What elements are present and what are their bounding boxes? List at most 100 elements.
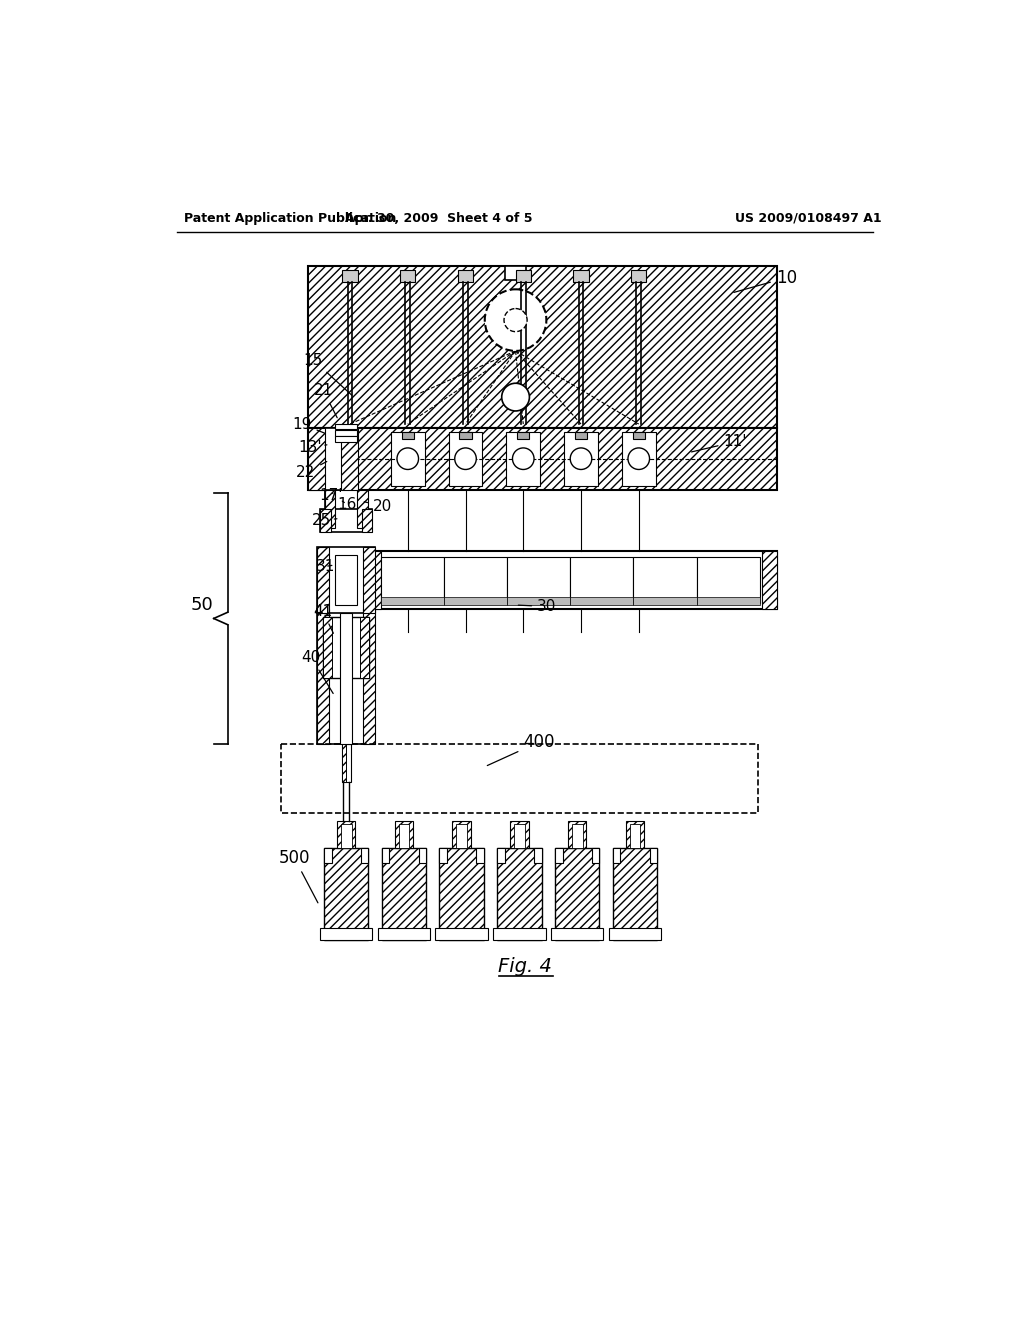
Bar [319,508,331,532]
Bar [307,428,357,490]
Bar [696,597,760,605]
Bar [336,424,357,429]
Bar [435,928,487,940]
Bar [608,928,662,940]
Bar [382,847,426,940]
Text: 30: 30 [518,599,556,614]
Bar [506,432,541,486]
Bar [316,548,330,612]
Bar [570,597,634,605]
Text: 25: 25 [312,512,337,528]
Text: 19: 19 [292,417,325,433]
Bar [453,821,471,847]
Bar [573,271,589,281]
Bar [325,490,368,528]
Bar [340,612,352,743]
Bar [476,847,484,863]
Bar [626,821,644,847]
Bar [319,928,373,940]
Bar [515,271,531,281]
Bar [571,825,583,847]
Bar [444,597,507,605]
Bar [342,743,351,781]
Bar [366,552,381,609]
Bar [337,821,355,847]
Bar [497,847,542,940]
Bar [316,609,376,743]
Circle shape [484,289,547,351]
Bar [381,597,444,605]
Bar [612,847,657,940]
Bar [341,428,357,490]
Bar [535,847,542,863]
Text: 40: 40 [301,649,333,693]
Bar [564,432,598,486]
Bar [696,557,760,603]
Bar [444,557,507,603]
Text: 20: 20 [365,499,392,513]
Text: Patent Application Publication: Patent Application Publication [184,213,397,224]
Bar [357,490,368,528]
Bar [555,847,599,940]
Circle shape [455,447,476,470]
Bar [514,825,524,847]
Bar [592,847,599,863]
Circle shape [628,447,649,470]
Bar [324,847,332,863]
Bar [517,432,529,440]
Bar [382,847,389,863]
Bar [307,428,325,490]
Bar [342,271,357,281]
Bar [510,821,528,847]
Text: 31: 31 [315,558,335,574]
Bar [457,825,467,847]
Bar [551,928,603,940]
Bar [460,432,472,440]
Bar [360,616,370,678]
Bar [400,271,416,281]
Circle shape [570,447,592,470]
Bar [398,825,410,847]
Bar [568,821,587,847]
Bar [336,430,357,436]
Bar [323,616,333,678]
Text: 13': 13' [298,440,327,454]
Bar [555,847,562,863]
Text: 16: 16 [337,496,356,512]
Text: 17': 17' [319,488,343,503]
Bar [324,847,369,940]
Bar [364,548,376,612]
Bar [342,743,346,781]
Bar [360,847,369,863]
Bar [507,557,570,603]
Text: 400: 400 [487,733,555,766]
Text: 15: 15 [304,352,352,395]
Bar [634,597,696,605]
Text: 22: 22 [296,462,327,480]
Circle shape [397,447,419,470]
Bar [494,928,546,940]
Bar [361,508,373,532]
Bar [439,847,484,940]
Bar [574,432,587,440]
Circle shape [504,309,527,331]
Bar [633,432,645,440]
Bar [381,557,444,603]
Bar [449,432,482,486]
Text: 11': 11' [691,434,746,451]
Bar [336,437,357,442]
Bar [281,743,758,813]
Bar [570,557,634,603]
Bar [649,847,657,863]
Bar [762,552,777,609]
Bar [497,847,505,863]
Bar [366,552,777,609]
Bar [378,928,430,940]
Text: 50: 50 [190,597,213,614]
Text: Fig. 4: Fig. 4 [498,957,552,977]
Bar [612,847,621,863]
Bar [325,490,336,528]
Bar [391,432,425,486]
Bar [336,554,357,605]
Bar [307,267,777,428]
